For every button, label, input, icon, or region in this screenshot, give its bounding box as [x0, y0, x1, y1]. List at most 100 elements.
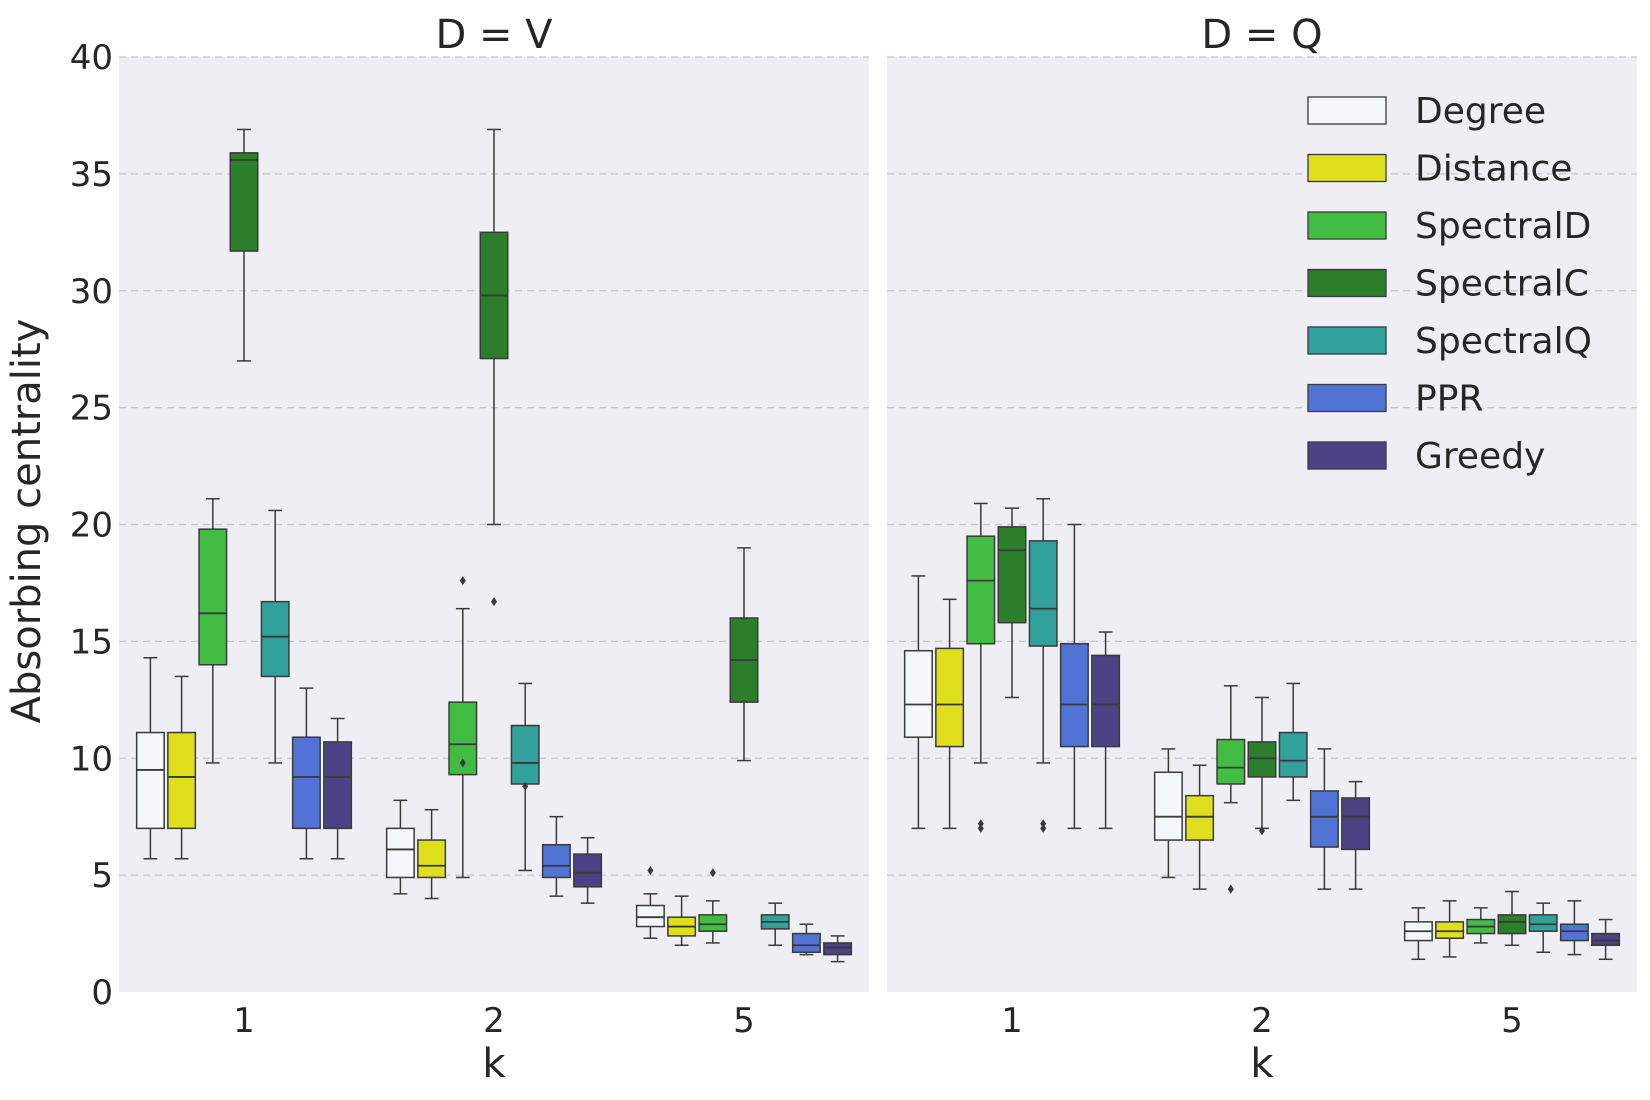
legend-label: SpectralQ [1415, 321, 1592, 362]
panel-title: D = Q [1201, 12, 1322, 58]
legend-swatch [1307, 383, 1387, 413]
box-spectrald [198, 498, 228, 764]
box-ppr [1059, 523, 1089, 830]
box-spectralq [1278, 682, 1308, 802]
box-degree [1403, 907, 1433, 961]
box-spectralq [760, 902, 790, 946]
y-tick-label: 5 [91, 856, 113, 896]
x-tick-label: 5 [1501, 1001, 1523, 1041]
box-distance [167, 675, 197, 860]
box-degree [135, 656, 165, 860]
box-distance [1435, 900, 1465, 958]
y-tick-label: 40 [70, 38, 113, 78]
box-distance [417, 808, 447, 900]
box-distance [1185, 764, 1215, 890]
y-tick-label: 10 [70, 739, 113, 779]
legend-label: SpectralD [1415, 206, 1591, 247]
box-iqr [1435, 921, 1465, 939]
box-iqr [385, 827, 415, 879]
legend-item-spectralq: SpectralQ [1307, 321, 1592, 362]
box-iqr [1153, 771, 1183, 841]
box-spectralc [479, 128, 509, 607]
box-spectralc [729, 547, 759, 762]
legend-swatch [1307, 441, 1387, 470]
x-axis-label: k [1250, 1041, 1274, 1087]
y-axis-label: Absorbing centrality [4, 319, 50, 724]
outlier-point [977, 823, 984, 833]
y-tick-label: 0 [91, 973, 113, 1013]
legend-item-spectrald: SpectralD [1307, 206, 1591, 247]
outlier-point [459, 576, 466, 586]
legend-item-greedy: Greedy [1307, 436, 1545, 477]
legend-label: SpectralC [1415, 264, 1589, 305]
box-ppr [291, 687, 321, 860]
x-tick-label: 5 [733, 1001, 755, 1041]
box-greedy [1341, 780, 1371, 890]
legend-label: Distance [1415, 149, 1572, 190]
box-greedy [1091, 631, 1121, 830]
box-ppr [1559, 900, 1589, 956]
x-tick-label: 2 [1251, 1001, 1273, 1041]
box-spectrald [448, 576, 478, 879]
legend-item-spectralc: SpectralC [1307, 264, 1589, 305]
box-iqr [541, 843, 571, 879]
box-degree [385, 799, 415, 895]
box-spectralc [229, 128, 259, 362]
outlier-point [709, 868, 716, 878]
outlier-point [647, 865, 654, 875]
box-iqr [229, 152, 259, 252]
box-iqr [791, 932, 821, 954]
box-iqr [823, 942, 853, 956]
x-axis-label: k [482, 1041, 506, 1087]
box-spectralc [1247, 696, 1277, 836]
box-degree [903, 575, 933, 830]
box-iqr [1559, 923, 1589, 942]
box-iqr [1278, 731, 1308, 778]
box-iqr [573, 853, 603, 888]
box-iqr [1216, 738, 1246, 785]
box-iqr [198, 528, 228, 666]
box-iqr [903, 649, 933, 738]
box-spectrald [1216, 685, 1246, 894]
box-spectralq [1028, 498, 1058, 833]
legend-swatch [1307, 326, 1387, 355]
box-greedy [1591, 918, 1621, 961]
box-degree [635, 865, 665, 939]
legend-label: PPR [1415, 379, 1483, 420]
outlier-point [1040, 823, 1047, 833]
legend-item-ppr: PPR [1307, 379, 1483, 420]
panel-2: D = Q k 1 2 5 [887, 12, 1637, 1087]
y-tick-label: 30 [70, 272, 113, 312]
box-spectralc [1497, 890, 1527, 946]
x-tick-label: 2 [483, 1001, 505, 1041]
box-iqr [510, 724, 540, 785]
box-iqr [1091, 654, 1121, 748]
box-iqr [1028, 540, 1058, 647]
box-spectralq [510, 682, 540, 872]
outlier-point [1259, 826, 1265, 836]
outlier-point [977, 819, 984, 829]
box-spectralq [260, 509, 290, 764]
legend-swatch [1307, 153, 1387, 183]
box-iqr [1591, 932, 1621, 946]
box-iqr [1247, 741, 1277, 778]
box-iqr [1528, 914, 1558, 932]
legend-swatch [1307, 96, 1387, 125]
box-iqr [698, 914, 728, 932]
y-tick-label: 20 [70, 506, 113, 546]
legend-item-degree: Degree [1307, 91, 1546, 132]
box-iqr [935, 647, 965, 748]
box-distance [935, 598, 965, 830]
box-iqr [997, 526, 1027, 624]
legend-swatch [1307, 268, 1387, 298]
box-iqr [966, 535, 996, 645]
box-greedy [823, 935, 853, 963]
outlier-point [459, 758, 466, 768]
box-ppr [791, 923, 821, 956]
legend-item-distance: Distance [1307, 149, 1572, 190]
legend-label: Degree [1415, 91, 1546, 132]
y-tick-label: 15 [70, 622, 113, 662]
y-tick-label: 35 [70, 155, 113, 195]
outlier-point [522, 781, 529, 791]
box-spectralq [1528, 902, 1558, 954]
